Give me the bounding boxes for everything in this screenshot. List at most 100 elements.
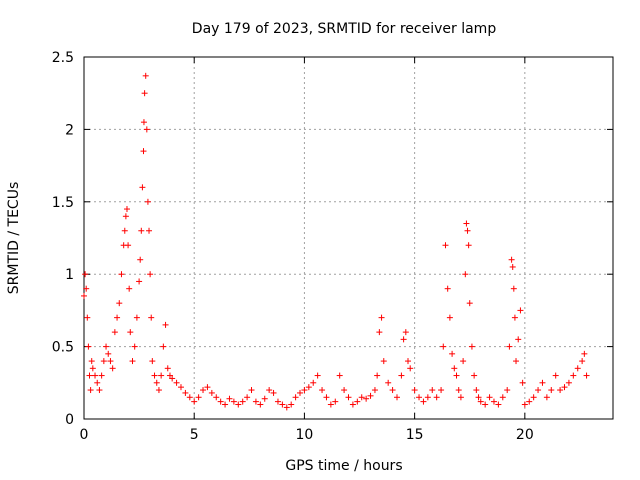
data-point <box>509 263 516 270</box>
data-point <box>499 394 506 401</box>
data-point <box>358 394 365 401</box>
x-axis-ticks: 0 5 10 15 20 <box>80 57 534 443</box>
data-point <box>539 379 546 386</box>
data-point <box>186 394 193 401</box>
data-point <box>279 401 286 408</box>
data-point <box>371 387 378 394</box>
data-point <box>274 398 281 405</box>
data-point <box>297 389 304 396</box>
data-point <box>83 285 90 292</box>
x-tick-label: 15 <box>406 427 424 443</box>
data-point <box>204 384 211 391</box>
data-point <box>301 387 308 394</box>
data-point <box>405 358 412 365</box>
data-point <box>504 387 511 394</box>
chart-title: Day 179 of 2023, SRMTID for receiver lam… <box>192 21 497 37</box>
data-point <box>146 227 153 234</box>
data-point <box>109 365 116 372</box>
data-point <box>565 379 572 386</box>
data-point <box>510 285 517 292</box>
data-point <box>153 379 160 386</box>
data-point <box>143 126 150 133</box>
data-point <box>173 379 180 386</box>
data-point <box>583 372 590 379</box>
data-point <box>462 271 469 278</box>
data-point <box>367 392 374 399</box>
data-point <box>336 372 343 379</box>
data-point <box>508 256 515 263</box>
data-point <box>468 343 475 350</box>
data-point <box>449 350 456 357</box>
data-point <box>506 343 513 350</box>
data-point <box>543 394 550 401</box>
data-point <box>433 394 440 401</box>
y-axis-ticks: 0 0.5 1 1.5 2 2.5 <box>52 50 613 428</box>
y-tick-label: 1 <box>65 267 74 283</box>
data-point <box>107 358 114 365</box>
data-point <box>475 394 482 401</box>
data-point <box>442 242 449 249</box>
data-point <box>235 401 242 408</box>
x-tick-label: 0 <box>80 427 89 443</box>
data-point <box>535 387 542 394</box>
data-point <box>517 307 524 314</box>
data-point <box>244 394 251 401</box>
data-point <box>92 372 99 379</box>
data-point <box>466 300 473 307</box>
data-point <box>123 206 130 213</box>
data-point <box>213 394 220 401</box>
data-point <box>208 389 215 396</box>
data-point <box>460 358 467 365</box>
data-point <box>169 375 176 382</box>
data-point <box>332 398 339 405</box>
y-tick-label: 0.5 <box>52 340 74 356</box>
y-tick-label: 1.5 <box>52 195 74 211</box>
data-point <box>111 329 118 336</box>
data-point <box>129 358 136 365</box>
data-point <box>557 387 564 394</box>
data-point <box>89 365 96 372</box>
data-point <box>389 387 396 394</box>
x-tick-label: 5 <box>190 427 199 443</box>
data-point <box>98 372 105 379</box>
data-point <box>463 220 470 227</box>
y-tick-label: 2.5 <box>52 50 74 66</box>
data-point <box>131 343 138 350</box>
data-point <box>429 387 436 394</box>
data-point <box>495 401 502 408</box>
data-point <box>411 387 418 394</box>
plot-frame <box>83 56 614 420</box>
data-point <box>354 398 361 405</box>
data-point <box>85 343 92 350</box>
x-axis-label: GPS time / hours <box>285 458 402 474</box>
data-point <box>126 285 133 292</box>
data-point <box>305 384 312 391</box>
data-point <box>402 329 409 336</box>
data-point <box>114 314 121 321</box>
y-tick-label: 2 <box>65 122 74 138</box>
data-point <box>162 321 169 328</box>
x-tick-label: 10 <box>296 427 314 443</box>
data-point <box>451 365 458 372</box>
data-point <box>116 300 123 307</box>
data-point <box>141 90 148 97</box>
data-point <box>400 336 407 343</box>
data-point <box>473 387 480 394</box>
data-point <box>490 398 497 405</box>
data-point <box>477 398 484 405</box>
data-point <box>283 404 290 411</box>
data-point <box>142 72 149 79</box>
data-point <box>155 387 162 394</box>
data-point <box>310 379 317 386</box>
data-point <box>416 394 423 401</box>
data-point <box>94 379 101 386</box>
data-point <box>457 394 464 401</box>
data-point <box>149 358 156 365</box>
data-point <box>482 401 489 408</box>
data-point <box>200 387 207 394</box>
data-point <box>486 394 493 401</box>
data-point <box>385 379 392 386</box>
data-point <box>515 336 522 343</box>
data-point <box>323 394 330 401</box>
data-point <box>561 384 568 391</box>
